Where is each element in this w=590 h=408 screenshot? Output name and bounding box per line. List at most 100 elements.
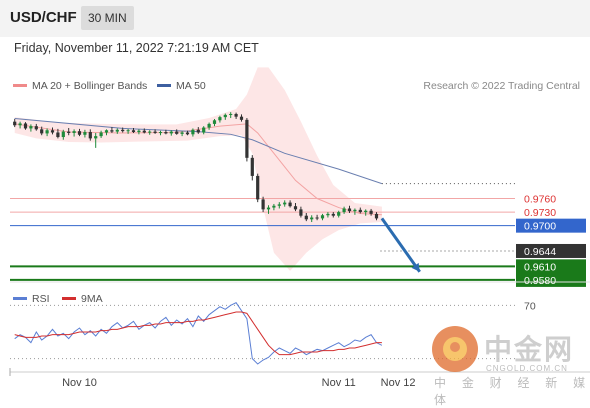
- watermark-subtitle: 中 金 财 经 新 媒 体: [434, 376, 590, 407]
- candle-body-33: [191, 129, 195, 135]
- candle-body-1: [18, 123, 22, 126]
- candle-body-3: [29, 126, 33, 129]
- candle-body-7: [50, 130, 55, 133]
- candle-body-51: [288, 202, 292, 207]
- candle-body-12: [77, 131, 82, 135]
- ma20-line: [14, 123, 382, 216]
- candle-body-67: [374, 213, 379, 219]
- bollinger-band: [14, 67, 382, 271]
- legend-ma50-swatch: [157, 83, 171, 87]
- forecast-arrow-head: [411, 262, 420, 272]
- candle-body-43: [245, 119, 249, 158]
- candle-body-31: [180, 132, 184, 134]
- candle-body-2: [23, 123, 28, 129]
- candle-body-61: [342, 208, 346, 213]
- level-label-0.9610: 0.9610: [524, 261, 556, 273]
- candle-body-0: [13, 121, 17, 126]
- candle-body-58: [326, 213, 330, 216]
- chart-timestamp: Friday, November 11, 2022 7:21:19 AM CET: [14, 41, 259, 55]
- legend-ma50: MA 50: [157, 80, 206, 92]
- rsi-line: [14, 302, 383, 365]
- candle-body-13: [83, 132, 87, 135]
- level-label-0.9700: 0.9700: [524, 221, 556, 233]
- candle-body-39: [223, 114, 227, 118]
- candle-body-44: [250, 157, 254, 176]
- candle-body-8: [56, 132, 60, 138]
- watermark-logo-dot: [450, 342, 460, 352]
- candle-body-14: [88, 132, 92, 139]
- candle-body-63: [353, 209, 357, 212]
- chart-header: USD/CHF 30 MIN: [0, 0, 590, 37]
- candle-body-18: [110, 130, 114, 132]
- candle-body-23: [137, 130, 141, 133]
- level-label-0.9580: 0.9580: [524, 275, 556, 287]
- legend-ma20-swatch: [13, 83, 27, 87]
- candle-body-30: [175, 131, 179, 134]
- candle-body-64: [358, 209, 362, 213]
- legend-ma50-label: MA 50: [176, 80, 206, 92]
- x-tick-label-1: Nov 11: [322, 377, 356, 389]
- current-price-label: 0.9644: [524, 246, 556, 258]
- candle-body-21: [126, 130, 130, 132]
- candle-body-37: [212, 120, 217, 124]
- candle-body-62: [347, 208, 352, 212]
- candle-body-40: [229, 113, 233, 115]
- candle-body-55: [310, 217, 314, 220]
- candle-body-57: [320, 215, 325, 219]
- candle-body-25: [148, 131, 152, 133]
- candle-body-45: [256, 175, 260, 200]
- candle-body-22: [131, 130, 136, 133]
- legend-ma20: MA 20 + Bollinger Bands: [13, 80, 147, 92]
- candle-body-36: [207, 123, 211, 128]
- level-label-0.9730: 0.9730: [524, 207, 556, 219]
- candle-body-53: [299, 209, 303, 216]
- candle-body-34: [196, 129, 200, 133]
- current-price-tag: [516, 243, 586, 258]
- rsi-tick-70: 70: [524, 300, 536, 312]
- level-tag-0.9610: [516, 259, 586, 274]
- candle-body-24: [142, 130, 146, 133]
- x-tick-label-0: Nov 10: [62, 377, 97, 389]
- candle-body-66: [369, 210, 373, 214]
- candle-body-26: [153, 131, 157, 133]
- candle-body-49: [277, 204, 281, 206]
- watermark-name: 中金网: [484, 333, 575, 366]
- candle-body-15: [94, 136, 98, 139]
- candle-body-27: [158, 132, 163, 134]
- candle-body-46: [261, 199, 265, 210]
- candle-body-29: [169, 131, 173, 134]
- x-tick-label-2: Nov 12: [381, 377, 416, 389]
- ma50-line: [14, 117, 383, 185]
- candle-body-5: [40, 129, 44, 134]
- candle-body-35: [202, 127, 206, 133]
- forecast-arrow-shaft: [380, 217, 421, 273]
- candle-body-65: [364, 210, 368, 213]
- symbol-title: USD/CHF: [10, 9, 77, 26]
- candle-body-32: [185, 132, 190, 135]
- rsi-legend-swatch-1: [62, 297, 76, 300]
- candle-body-42: [239, 116, 244, 120]
- candle-body-52: [293, 206, 298, 210]
- timeframe-button[interactable]: 30 MIN: [81, 6, 134, 30]
- rsi-legend-label-0: RSI: [32, 293, 50, 305]
- watermark-logo: [432, 326, 478, 372]
- rsi-legend-swatch-0: [13, 297, 27, 300]
- candle-body-17: [104, 130, 109, 133]
- candle-body-11: [72, 131, 76, 133]
- candle-body-10: [67, 131, 71, 133]
- candle-body-20: [121, 129, 125, 132]
- rsi-ma-line: [14, 311, 382, 356]
- level-label-0.9760: 0.9760: [524, 194, 556, 206]
- candle-body-6: [45, 130, 49, 134]
- watermark-url: CNGOLD.COM.CN: [486, 364, 568, 373]
- candle-body-48: [272, 205, 276, 208]
- candle-body-41: [234, 113, 238, 117]
- candle-body-9: [61, 131, 65, 138]
- candle-body-4: [34, 126, 38, 130]
- watermark: 中金网 CNGOLD.COM.CN 中 金 财 经 新 媒 体: [432, 326, 590, 407]
- legend-ma20-label: MA 20 + Bollinger Bands: [32, 80, 148, 92]
- candle-body-50: [283, 202, 287, 205]
- candle-body-19: [115, 129, 119, 132]
- candle-body-16: [99, 132, 103, 137]
